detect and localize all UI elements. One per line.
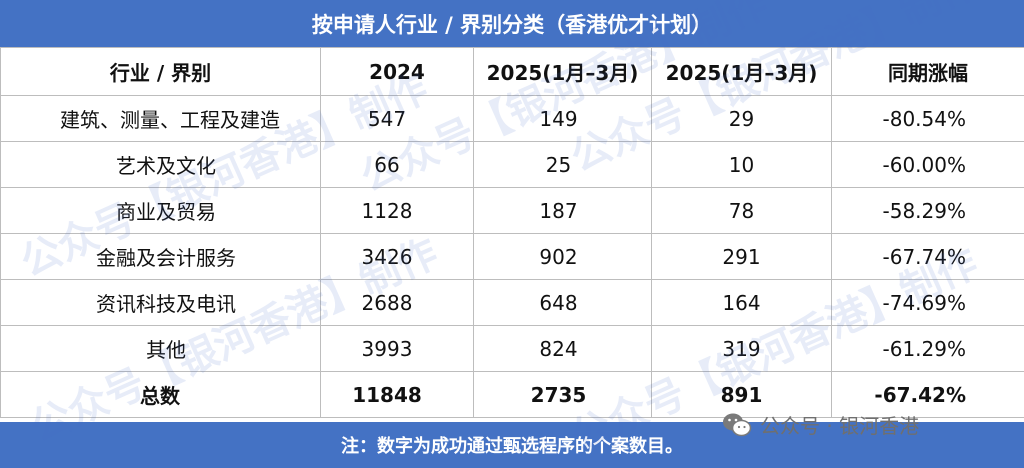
value-2025a-cell: 187 (473, 187, 652, 234)
column-header-change: 同期涨幅 (831, 47, 1024, 96)
table-row: 建筑、测量、工程及建造 547 149 29 -80.54% (0, 95, 1024, 142)
category-cell: 其他 (0, 325, 321, 372)
brand-text: 公众号 · 银河香港 (760, 414, 920, 438)
total-row: 总数 11848 2735 891 -67.42% (0, 371, 1024, 418)
column-header-2024: 2024 (320, 47, 474, 96)
column-header-2025a: 2025(1月–3月) (473, 47, 652, 96)
table-row: 金融及会计服务 3426 902 291 -67.74% (0, 233, 1024, 280)
footer-note: 注：数字为成功通过甄选程序的个案数目。 (0, 422, 1024, 468)
value-2025b-cell: 10 (651, 141, 832, 188)
value-2025b-cell: 29 (651, 95, 832, 142)
total-2024-cell: 11848 (320, 371, 474, 418)
change-cell: -80.54% (831, 95, 1024, 142)
value-2024-cell: 1128 (320, 187, 474, 234)
table-row: 商业及贸易 1128 187 78 -58.29% (0, 187, 1024, 234)
value-2024-cell: 66 (320, 141, 474, 188)
total-2025a-cell: 2735 (473, 371, 652, 418)
value-2025b-cell: 291 (651, 233, 832, 280)
value-2024-cell: 3426 (320, 233, 474, 280)
data-table: 行业 / 界别 2024 2025(1月–3月) 2025(1月–3月) 同期涨… (0, 47, 1024, 418)
value-2025a-cell: 149 (473, 95, 652, 142)
change-cell: -60.00% (831, 141, 1024, 188)
value-2025b-cell: 164 (651, 279, 832, 326)
value-2024-cell: 2688 (320, 279, 474, 326)
change-cell: -74.69% (831, 279, 1024, 326)
table-row: 资讯科技及电讯 2688 648 164 -74.69% (0, 279, 1024, 326)
table-row: 艺术及文化 66 25 10 -60.00% (0, 141, 1024, 188)
value-2025a-cell: 25 (473, 141, 652, 188)
category-cell: 艺术及文化 (0, 141, 321, 188)
table-row: 其他 3993 824 319 -61.29% (0, 325, 1024, 372)
table-title: 按申请人行业 / 界别分类（香港优才计划） (0, 0, 1024, 47)
category-cell: 商业及贸易 (0, 187, 321, 234)
value-2025b-cell: 319 (651, 325, 832, 372)
value-2025a-cell: 902 (473, 233, 652, 280)
header-row: 行业 / 界别 2024 2025(1月–3月) 2025(1月–3月) 同期涨… (0, 47, 1024, 96)
category-cell: 建筑、测量、工程及建造 (0, 95, 321, 142)
category-cell: 资讯科技及电讯 (0, 279, 321, 326)
total-label-cell: 总数 (0, 371, 321, 418)
value-2024-cell: 3993 (320, 325, 474, 372)
wechat-icon (722, 412, 752, 438)
change-cell: -61.29% (831, 325, 1024, 372)
column-header-category: 行业 / 界别 (0, 47, 321, 96)
total-2025b-cell: 891 (651, 371, 832, 418)
change-cell: -67.74% (831, 233, 1024, 280)
value-2025a-cell: 824 (473, 325, 652, 372)
value-2025a-cell: 648 (473, 279, 652, 326)
column-header-2025b: 2025(1月–3月) (651, 47, 832, 96)
change-cell: -58.29% (831, 187, 1024, 234)
category-cell: 金融及会计服务 (0, 233, 321, 280)
brand-signature: 公众号 · 银河香港 (722, 410, 919, 439)
value-2025b-cell: 78 (651, 187, 832, 234)
value-2024-cell: 547 (320, 95, 474, 142)
total-change-cell: -67.42% (831, 371, 1024, 418)
